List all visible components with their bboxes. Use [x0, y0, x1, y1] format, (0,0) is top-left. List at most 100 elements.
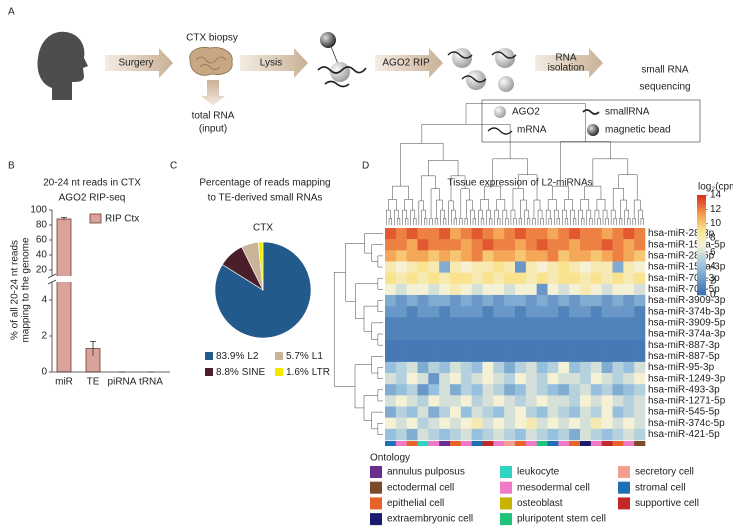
heatmap-cell	[525, 384, 537, 396]
step-label: RNA	[555, 53, 576, 64]
colorbar-segment	[697, 202, 706, 206]
heatmap-cell	[612, 417, 624, 430]
heatmap-cell	[536, 395, 548, 407]
y-tick-label: 0	[41, 367, 47, 378]
heatmap-cell	[439, 261, 451, 273]
panel-label: C	[170, 161, 177, 172]
legend-value_labels: 8.8%	[216, 367, 239, 378]
heatmap-cell	[471, 428, 483, 441]
heatmap-cell	[482, 283, 494, 296]
heatmap-cell	[612, 350, 624, 363]
colorbar-segment	[697, 252, 706, 256]
process-arrow	[105, 48, 173, 78]
ontology-cell	[612, 441, 624, 446]
heatmap-cell	[471, 328, 483, 340]
ontology-cell	[417, 441, 429, 446]
heatmap-cell	[482, 317, 494, 329]
heatmap-cell	[504, 328, 516, 340]
heatmap-cell	[547, 306, 559, 318]
colorbar-segment	[697, 277, 706, 281]
heatmap-cell	[623, 239, 635, 251]
heatmap-cell	[547, 417, 559, 430]
ontology-cell	[406, 441, 418, 446]
heatmap-cell	[580, 294, 592, 307]
heatmap-cell	[515, 406, 527, 418]
colorbar-segment	[697, 225, 706, 228]
heatmap-cell	[547, 250, 559, 262]
ontology-label: mesodermal cell	[517, 482, 590, 493]
heatmap-cell	[569, 272, 581, 285]
heatmap-cell	[634, 250, 646, 262]
heatmap-cell	[515, 328, 527, 340]
row-label: hsa-miR-3909-3p	[648, 295, 726, 306]
heatmap-cell	[515, 417, 527, 430]
heatmap-cell	[569, 361, 581, 374]
heatmap-cell	[493, 250, 505, 262]
y-tick-label: 4	[41, 295, 47, 306]
heatmap-cell	[395, 373, 407, 385]
heatmap-cell	[536, 373, 548, 385]
colorbar-tick-label: 2	[710, 275, 716, 286]
legend-label: 1.6% LTR	[286, 367, 330, 378]
heatmap-cell	[590, 228, 602, 240]
heatmap-cell	[612, 250, 624, 262]
heatmap-cell	[428, 428, 440, 441]
heatmap-cell	[493, 272, 505, 285]
colorbar-segment	[697, 267, 706, 271]
heatmap-cell	[634, 339, 646, 352]
y-tick-label: 100	[30, 205, 47, 216]
ontology-swatch	[370, 497, 382, 510]
heatmap-cell	[460, 228, 472, 240]
heatmap-cell	[417, 283, 429, 296]
heatmap-cell	[569, 239, 581, 251]
heatmap-cell	[504, 317, 516, 329]
heatmap-cell	[580, 306, 592, 318]
heatmap-cell	[547, 339, 559, 352]
ontology-cell	[493, 441, 505, 446]
heatmap-cell	[536, 339, 548, 352]
heatmap-cell	[406, 339, 418, 352]
step-label: Lysis	[260, 58, 282, 69]
heatmap-cell	[428, 373, 440, 385]
heatmap-cell	[385, 239, 397, 251]
heatmap-cell	[460, 406, 472, 418]
heatmap-cell	[525, 339, 537, 352]
heatmap-cell	[439, 350, 451, 363]
chart-title: 20-24 nt reads in CTX	[43, 178, 141, 189]
heatmap-cell	[385, 339, 397, 352]
heatmap-cell	[417, 261, 429, 273]
heatmap-cell	[395, 328, 407, 340]
ontology-swatch	[618, 497, 630, 510]
y-tick-label: 2	[41, 331, 47, 342]
heatmap-cell	[536, 317, 548, 329]
colorbar-segment	[697, 247, 706, 251]
legend-label: magnetic bead	[605, 125, 671, 136]
ontology-swatch	[500, 466, 512, 478]
heatmap-cell	[580, 272, 592, 285]
heatmap-cell	[385, 373, 397, 385]
heatmap-cell	[417, 317, 429, 329]
heatmap-cell	[515, 428, 527, 441]
ontology-cell	[460, 441, 472, 446]
heatmap-cell	[623, 294, 635, 307]
heatmap-cell	[569, 328, 581, 340]
heatmap-cell	[569, 339, 581, 352]
heatmap-cell	[536, 361, 548, 374]
heatmap-cell	[460, 272, 472, 285]
heatmap-cell	[536, 228, 548, 240]
heatmap-cell	[634, 417, 646, 430]
heatmap-cell	[460, 350, 472, 363]
bar	[56, 218, 72, 373]
colorbar-tick-label: 10	[710, 218, 722, 229]
colorbar-segment	[697, 290, 706, 293]
heatmap-cell	[590, 272, 602, 285]
heatmap-cell	[525, 239, 537, 251]
heatmap-cell	[623, 361, 635, 374]
heatmap-cell	[623, 228, 635, 240]
colorbar-tick-label: 8	[710, 232, 716, 243]
heatmap-cell	[590, 250, 602, 262]
heatmap-cell	[482, 361, 494, 374]
colorbar-segment	[697, 272, 706, 276]
heatmap-cell	[590, 395, 602, 407]
colorbar-segment	[697, 195, 706, 198]
